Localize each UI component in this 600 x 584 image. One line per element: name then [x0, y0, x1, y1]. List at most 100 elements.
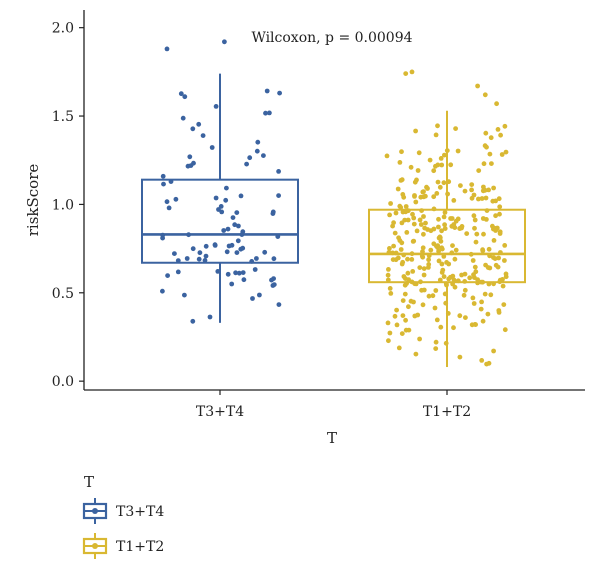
data-point: [427, 157, 433, 163]
data-point: [481, 161, 487, 167]
data-point: [479, 358, 485, 363]
data-point: [431, 194, 437, 200]
data-point: [463, 315, 468, 320]
data-point: [421, 231, 426, 237]
data-point: [399, 331, 405, 336]
data-point: [190, 318, 196, 324]
data-point: [487, 151, 493, 157]
data-point: [196, 256, 202, 262]
data-point: [475, 83, 480, 89]
data-point: [442, 222, 447, 228]
data-point: [436, 248, 441, 254]
x-ticks: T3+T4 T1+T2: [196, 390, 471, 420]
data-point: [399, 261, 405, 267]
data-point: [386, 338, 391, 344]
data-point: [497, 204, 503, 210]
data-point: [244, 161, 250, 167]
data-point: [469, 182, 475, 188]
data-point: [164, 199, 170, 205]
data-point: [420, 302, 426, 308]
data-point: [234, 210, 240, 216]
data-point: [495, 264, 501, 270]
data-point: [423, 220, 428, 226]
data-point: [218, 204, 224, 209]
data-point: [470, 258, 476, 263]
data-point: [411, 215, 417, 221]
data-point: [472, 264, 478, 270]
data-point: [406, 304, 411, 310]
data-point: [405, 270, 411, 276]
data-point: [482, 291, 488, 297]
data-point: [499, 152, 505, 157]
data-point: [238, 193, 244, 199]
data-point: [402, 217, 408, 223]
data-point: [498, 132, 503, 138]
data-point: [482, 92, 488, 98]
data-point: [494, 101, 499, 107]
legend-key-point: [92, 508, 98, 514]
data-point: [394, 307, 399, 313]
data-point: [173, 196, 179, 202]
data-point: [439, 228, 444, 234]
data-point: [450, 243, 455, 249]
data-point: [387, 330, 393, 336]
data-point: [501, 302, 507, 307]
x-tick-label: T3+T4: [196, 404, 244, 420]
data-point: [436, 216, 441, 222]
data-point: [250, 296, 255, 301]
data-point: [472, 225, 477, 231]
data-point: [400, 313, 406, 318]
data-point: [399, 149, 404, 155]
data-point: [491, 348, 496, 354]
legend-item: T1+T2: [82, 533, 164, 559]
data-point: [417, 217, 423, 223]
data-point: [235, 238, 241, 244]
data-point: [277, 90, 282, 96]
data-point: [234, 250, 240, 256]
data-point: [462, 287, 468, 293]
data-point: [491, 255, 496, 260]
data-point: [263, 110, 268, 116]
data-point: [480, 248, 486, 254]
data-point: [436, 258, 442, 264]
data-point: [430, 293, 436, 299]
data-point: [196, 121, 202, 127]
data-point: [496, 308, 502, 313]
data-point: [394, 322, 400, 328]
data-point: [451, 277, 457, 283]
data-point: [426, 293, 432, 299]
data-point: [435, 243, 441, 249]
y-tick-label: 0.5: [52, 286, 74, 302]
data-point: [478, 306, 484, 312]
wilcoxon-annotation: Wilcoxon, p = 0.00094: [251, 30, 412, 46]
data-point: [469, 195, 475, 201]
data-point: [487, 265, 493, 271]
data-point: [418, 222, 424, 227]
data-point: [473, 239, 479, 245]
data-point: [392, 313, 398, 319]
data-point: [415, 312, 421, 318]
data-point: [459, 225, 464, 231]
data-point: [410, 239, 416, 244]
y-tick-label: 0.0: [52, 374, 74, 390]
data-point: [457, 354, 463, 360]
data-point: [187, 154, 193, 160]
data-point: [402, 291, 408, 297]
data-point: [452, 256, 458, 262]
legend: T T3+T4 T1+T2: [82, 473, 164, 559]
data-point: [203, 243, 209, 249]
data-point: [421, 189, 426, 195]
data-point: [417, 265, 423, 270]
data-point: [222, 39, 227, 45]
data-point: [473, 322, 478, 327]
y-axis-label: riskScore: [24, 164, 42, 237]
data-point: [493, 198, 498, 204]
data-point: [413, 128, 418, 134]
data-point: [496, 196, 502, 202]
data-point: [472, 275, 477, 280]
data-point: [387, 246, 392, 251]
data-point: [178, 91, 184, 97]
data-point: [453, 247, 459, 253]
data-point: [175, 269, 181, 275]
data-point: [397, 160, 403, 165]
